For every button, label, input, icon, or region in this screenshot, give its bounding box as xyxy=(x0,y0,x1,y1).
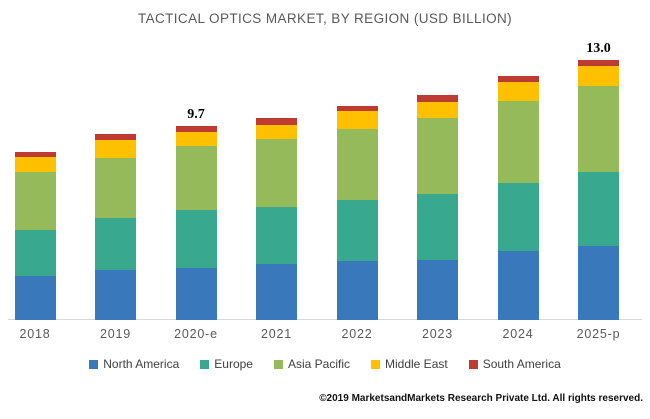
bar-segment-south_america xyxy=(417,95,458,102)
bar-column-2021 xyxy=(256,118,297,320)
legend-swatch-icon xyxy=(89,359,99,369)
bar-segment-middle_east xyxy=(14,157,56,172)
bar-segment-europe xyxy=(14,230,56,276)
x-axis-label-2019: 2019 xyxy=(99,327,131,341)
bar-segment-middle_east xyxy=(578,66,619,86)
bar-segment-south_america xyxy=(175,126,217,132)
bar-column-2022 xyxy=(336,106,378,320)
bar-segment-asia_pacific xyxy=(336,129,378,200)
legend-item-asia_pacific: Asia Pacific xyxy=(273,357,350,371)
bar-segment-middle_east xyxy=(417,102,458,118)
bar-segment-north_america xyxy=(95,270,136,320)
legend-label: North America xyxy=(103,357,180,371)
bar-segment-asia_pacific xyxy=(417,118,458,194)
bar-segment-north_america xyxy=(417,260,458,320)
legend-swatch-icon xyxy=(273,359,283,369)
bar-segment-asia_pacific xyxy=(497,101,539,183)
bar-segment-north_america xyxy=(578,246,619,320)
bar-segment-asia_pacific xyxy=(175,146,217,210)
bar-segment-north_america xyxy=(14,276,56,320)
bar-column-2025-p xyxy=(578,60,619,320)
bar-column-2023 xyxy=(417,95,458,320)
bar-segment-asia_pacific xyxy=(14,172,56,230)
legend-swatch-icon xyxy=(200,359,210,369)
bar-segment-north_america xyxy=(497,251,539,320)
data-label-2025-p: 13.0 xyxy=(586,41,611,56)
bar-segment-middle_east xyxy=(336,111,378,129)
bar-segment-europe xyxy=(417,194,458,260)
data-label-2020-e: 9.7 xyxy=(187,107,205,122)
bar-segment-middle_east xyxy=(256,125,297,139)
legend-swatch-icon xyxy=(468,359,478,369)
legend-label: Europe xyxy=(214,357,253,371)
x-axis-label-2024: 2024 xyxy=(502,327,534,341)
legend-swatch-icon xyxy=(371,359,380,369)
legend-label: Asia Pacific xyxy=(287,357,350,371)
bar-segment-asia_pacific xyxy=(578,86,619,172)
legend-item-europe: Europe xyxy=(200,357,253,371)
bar-segment-middle_east xyxy=(175,132,217,146)
legend-item-middle_east: Middle East xyxy=(371,357,448,371)
bar-segment-europe xyxy=(175,210,217,268)
legend-item-south_america: South America xyxy=(468,357,561,371)
x-axis-label-2023: 2023 xyxy=(421,327,453,341)
x-axis-line xyxy=(8,319,642,320)
legend-item-north_america: North America xyxy=(89,357,179,371)
x-axis-label-2018: 2018 xyxy=(19,327,51,341)
x-axis-label-2020-e: 2020-e xyxy=(174,327,218,341)
bar-segment-south_america xyxy=(14,152,56,157)
bar-segment-europe xyxy=(578,172,619,246)
bar-segment-south_america xyxy=(336,106,378,111)
bar-segment-south_america xyxy=(95,134,136,140)
bar-segment-europe xyxy=(336,200,378,261)
bar-column-2020-e xyxy=(175,126,217,320)
x-axis-label-2025-p: 2025-p xyxy=(576,327,621,341)
bar-segment-south_america xyxy=(256,118,297,125)
bar-segment-south_america xyxy=(578,60,619,66)
bar-column-2019 xyxy=(95,134,136,320)
footer-copyright: ©2019 MarketsandMarkets Research Private… xyxy=(319,393,643,404)
x-axis-label-2022: 2022 xyxy=(341,327,373,341)
legend: North America Europe Asia Pacific Middle Ea… xyxy=(0,357,650,371)
bar-column-2018 xyxy=(14,152,56,320)
bar-segment-asia_pacific xyxy=(95,158,136,218)
legend-label: Middle East xyxy=(385,357,448,371)
bar-segment-europe xyxy=(95,218,136,270)
bar-segment-europe xyxy=(497,183,539,251)
bar-segment-middle_east xyxy=(95,140,136,158)
bar-segment-europe xyxy=(256,207,297,264)
bar-segment-south_america xyxy=(497,76,539,82)
bar-segment-north_america xyxy=(336,261,378,320)
bar-segment-asia_pacific xyxy=(256,139,297,207)
bar-column-2024 xyxy=(497,76,539,320)
bar-segment-middle_east xyxy=(497,82,539,101)
bar-segment-north_america xyxy=(175,268,217,320)
chart-title: TACTICAL OPTICS MARKET, BY REGION (USD B… xyxy=(137,11,513,26)
x-axis-label-2021: 2021 xyxy=(260,327,292,341)
bar-segment-north_america xyxy=(256,264,297,320)
legend-label: South America xyxy=(482,357,561,371)
